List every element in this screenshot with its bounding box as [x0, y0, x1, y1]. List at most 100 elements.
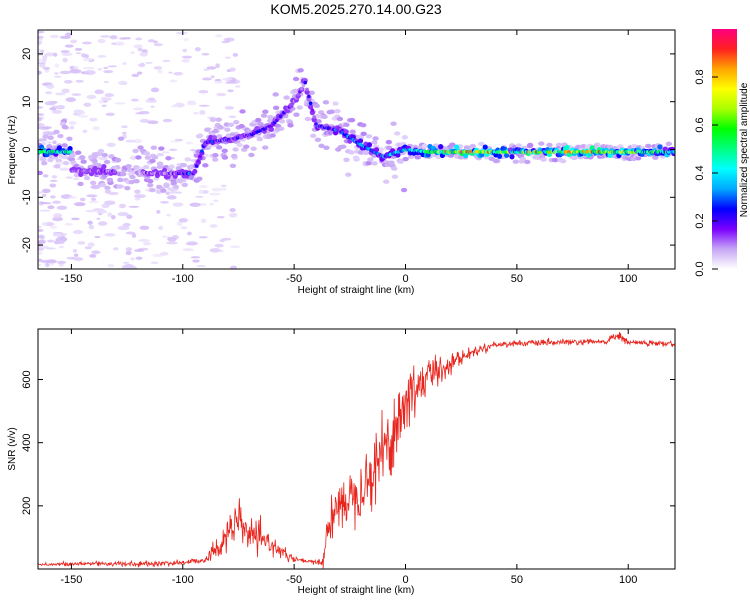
spectrogram-cell	[182, 48, 188, 53]
spectrogram-cell	[125, 164, 132, 169]
spectrogram-cell	[174, 138, 184, 142]
spectrogram-cell	[46, 141, 52, 144]
spectrogram-cell	[278, 119, 286, 124]
spectrogram-cell	[60, 50, 70, 54]
spectrogram-cell	[156, 161, 164, 166]
spectrogram-x-tick-label: 100	[619, 273, 637, 285]
spectrogram-cell	[230, 265, 237, 269]
spectrogram-cell	[67, 146, 73, 152]
spectrogram-cell	[229, 208, 236, 213]
spectrogram-cell	[40, 157, 47, 162]
spectrogram-cell	[130, 257, 135, 261]
spectrogram-cell	[332, 101, 339, 106]
spectrogram-cell	[303, 80, 308, 85]
spectrogram-cell	[135, 155, 142, 160]
spectrogram-cell	[118, 203, 126, 209]
spectrogram-cell	[307, 94, 311, 99]
spectrogram-cell	[217, 125, 224, 130]
spectrogram-cell	[175, 31, 188, 35]
spectrogram-cell	[106, 177, 114, 183]
spectrogram-cell	[385, 145, 393, 151]
spectrogram-cell	[156, 152, 165, 157]
spectrogram-cell	[83, 175, 91, 181]
spectrogram-cell	[42, 66, 51, 70]
spectrogram-cell	[132, 148, 139, 154]
spectrogram-cell	[221, 155, 229, 160]
spectrogram-cell	[210, 75, 215, 79]
spectrogram-cell	[635, 156, 642, 161]
spectrogram-cell	[90, 184, 101, 190]
spectrogram-cell	[39, 63, 46, 68]
spectrogram-cell	[65, 176, 73, 179]
figure-title: KOM5.2025.270.14.00.G23	[270, 1, 442, 17]
spectrogram-cell	[142, 164, 150, 170]
spectrogram-cell	[81, 53, 87, 58]
spectrogram-cell	[229, 67, 236, 72]
spectrogram-cell	[262, 145, 269, 150]
snr-x-tick-label: 50	[511, 574, 523, 586]
spectrogram-cell	[139, 51, 148, 57]
spectrogram-cell	[204, 127, 211, 132]
spectrogram-cell	[168, 71, 173, 74]
spectrogram-cell	[310, 133, 317, 138]
spectrogram-cell	[235, 85, 241, 88]
spectrogram-cell	[137, 145, 144, 150]
spectrogram-cell	[114, 157, 122, 163]
spectrogram-cell	[221, 40, 230, 44]
spectrogram-cell	[158, 146, 165, 151]
spectrogram-cell	[287, 123, 294, 128]
spectrogram-cell	[122, 222, 131, 227]
spectrogram-cell	[391, 166, 398, 171]
spectrogram-cell	[125, 231, 136, 235]
spectrogram-cell	[201, 53, 210, 56]
spectrogram-cell	[153, 40, 159, 44]
spectrogram-y-tick-label: -10	[21, 189, 33, 205]
spectrogram-cell	[82, 57, 93, 62]
spectrogram-cell	[421, 143, 429, 149]
spectrogram-cell	[91, 250, 101, 255]
spectrogram-cell	[373, 147, 380, 153]
spectrogram-cell	[492, 158, 499, 164]
spectrogram-cell	[238, 123, 245, 129]
spectrogram-cell	[181, 55, 192, 59]
spectrogram-x-tick-label: 50	[511, 273, 523, 285]
spectrogram-cell	[310, 108, 315, 112]
spectrogram-cell	[272, 105, 280, 111]
spectrogram-cell	[390, 121, 397, 126]
spectrogram-cell	[313, 103, 320, 109]
spectrogram-cell	[53, 129, 60, 135]
spectrogram-y-tick-label: 0	[21, 146, 33, 152]
spectrogram-cell	[104, 233, 116, 237]
spectrogram-cell	[215, 117, 222, 122]
spectrogram-cell	[103, 70, 114, 74]
spectrogram-cell	[160, 201, 169, 204]
spectrogram-cell	[183, 38, 189, 42]
spectrogram-cell	[147, 39, 155, 43]
spectrogram-cell	[250, 146, 257, 151]
spectrogram-cell	[213, 199, 219, 202]
spectrogram-y-axis-label: Frequency (Hz)	[7, 116, 18, 185]
spectrogram-cell	[189, 202, 201, 207]
spectrogram-cell	[68, 156, 75, 162]
snr-panel: -150 -100 -50 0 50 100 200 400 600 Height of st…	[7, 328, 676, 596]
snr-x-tick-label: -50	[286, 574, 302, 586]
spectrogram-cell	[68, 153, 76, 158]
spectrogram-cell	[262, 109, 269, 114]
spectrogram-cell	[150, 261, 159, 265]
spectrogram-cell	[509, 154, 515, 160]
spectrogram-cell	[365, 160, 372, 166]
spectrogram-cell	[49, 179, 58, 182]
spectrogram-cell	[371, 161, 378, 166]
spectrogram-cell	[47, 157, 54, 163]
spectrogram-cell	[79, 155, 86, 160]
spectrogram-cell	[119, 171, 127, 177]
spectrogram-cell	[317, 110, 325, 115]
spectrogram-cell	[504, 152, 510, 158]
spectrogram-cell	[122, 62, 127, 65]
spectrogram-cell	[150, 145, 158, 150]
spectrogram-cell	[41, 188, 51, 194]
spectrogram-cell	[229, 245, 241, 248]
spectrogram-x-tick-label: -50	[286, 273, 302, 285]
spectrogram-cell	[38, 225, 42, 229]
spectrogram-cell	[400, 187, 408, 193]
